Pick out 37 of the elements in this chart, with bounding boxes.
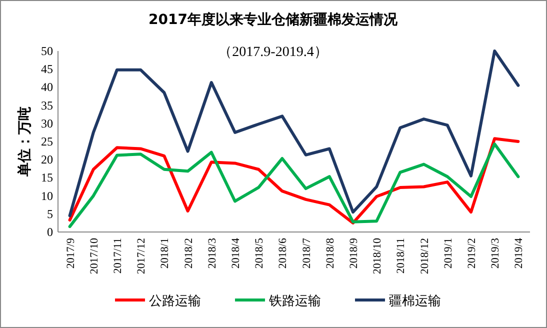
y-tick-label: 15 bbox=[41, 170, 53, 185]
x-tick-label: 2018/9 bbox=[348, 238, 360, 269]
x-tick-label: 2018/7 bbox=[300, 238, 313, 269]
x-tick-label: 2018/4 bbox=[230, 238, 242, 269]
x-tick-label: 2017/10 bbox=[88, 238, 100, 274]
x-tick-label: 2017/11 bbox=[112, 238, 124, 274]
chart-title: 2017年度以来专业仓储新疆棉发运情况 bbox=[148, 11, 398, 28]
x-tick-label: 2019/2 bbox=[466, 238, 478, 269]
y-tick-label: 30 bbox=[41, 116, 53, 130]
y-tick-label: 35 bbox=[41, 98, 53, 112]
y-tick-label: 40 bbox=[41, 80, 53, 94]
y-tick-label: 20 bbox=[41, 152, 53, 167]
y-tick-label: 45 bbox=[41, 62, 53, 76]
x-tick-label: 2018/5 bbox=[254, 238, 266, 269]
x-tick-label: 2018/12 bbox=[418, 238, 431, 274]
x-tick-label: 2019/4 bbox=[513, 238, 526, 269]
legend-label: 公路运输 bbox=[149, 294, 201, 309]
y-tick-label: 10 bbox=[41, 188, 53, 203]
x-tick-label: 2018/6 bbox=[277, 238, 290, 269]
x-tick-label: 2018/10 bbox=[372, 238, 384, 274]
x-tick-label: 2018/8 bbox=[324, 238, 336, 269]
y-tick-label: 25 bbox=[41, 134, 53, 148]
x-tick-label: 2018/11 bbox=[395, 238, 408, 274]
legend-label: 铁路运输 bbox=[268, 294, 321, 309]
y-tick-label: 50 bbox=[41, 44, 53, 58]
x-tick-label: 2018/2 bbox=[182, 238, 195, 269]
x-tick-label: 2017/9 bbox=[64, 238, 77, 269]
chart-subtitle: （2017.9-2019.4） bbox=[218, 45, 328, 60]
y-tick-label: 5 bbox=[47, 206, 53, 221]
x-tick-label: 2019/3 bbox=[490, 238, 502, 269]
y-tick-label: 0 bbox=[47, 225, 53, 239]
x-tick-label: 2017/12 bbox=[136, 238, 148, 274]
x-tick-label: 2018/1 bbox=[159, 238, 172, 269]
legend-label: 疆棉运输 bbox=[389, 294, 441, 309]
y-axis-title: 单位：万吨 bbox=[17, 106, 33, 178]
x-tick-label: 2018/3 bbox=[206, 238, 218, 269]
x-tick-label: 2019/1 bbox=[442, 238, 454, 269]
